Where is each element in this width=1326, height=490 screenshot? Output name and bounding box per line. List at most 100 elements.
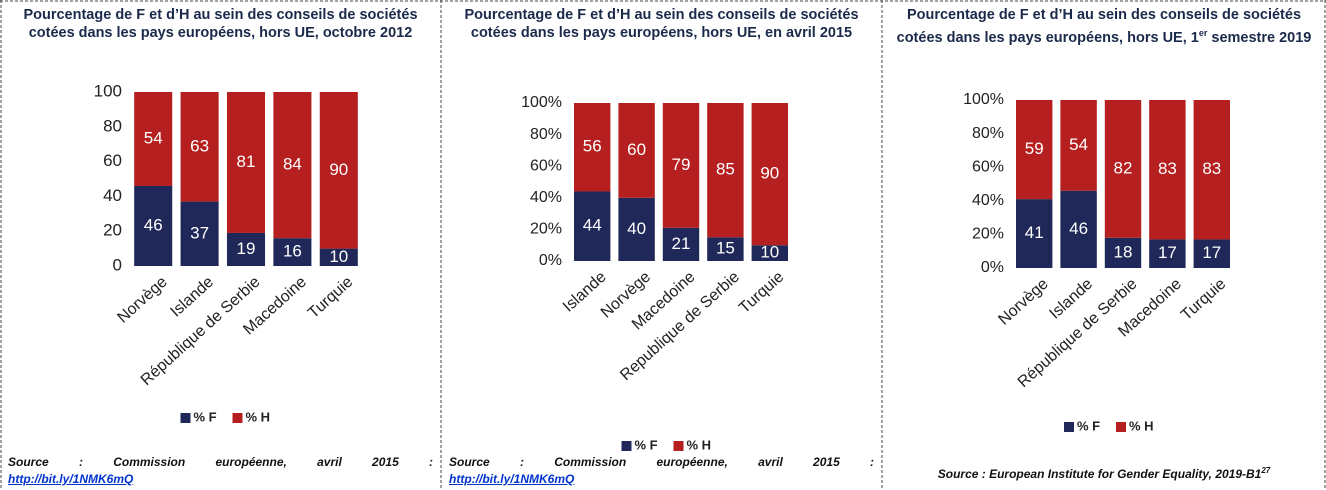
legend-swatch [232,413,243,423]
data-label: 46 [1069,219,1088,238]
source-sup: 27 [1261,466,1271,475]
y-tick-label: 60% [972,158,1004,175]
source-text: Source : Commission européenne, avril 20… [449,455,874,469]
legend-swatch [1064,422,1074,432]
chart-title: Pourcentage de F et d’H au sein des cons… [453,6,870,42]
bar-segment [662,103,700,228]
source-text: Source : Commission européenne, avril 20… [8,455,433,469]
source-link[interactable]: http://bit.ly/1NMK6mQ [8,472,134,486]
data-label: 15 [716,239,735,258]
bar-segment [618,103,655,198]
data-label: 41 [1025,223,1044,242]
data-label: 90 [760,164,779,183]
data-label: 90 [329,160,348,179]
title-part: Pourcentage de F et d’H au sein des cons… [464,7,859,41]
chart-title: Pourcentage de F et d’H au sein des cons… [12,6,429,42]
x-tick-label: Norvège [114,273,170,326]
bar-segment [1149,239,1186,268]
y-tick-label: 20% [530,221,562,238]
legend-swatch [621,441,632,451]
source: Source : European Institute for Gender E… [890,462,1318,483]
legend-swatch [1116,422,1126,432]
bar-segment [1193,100,1231,240]
legend-label: % H [1129,418,1154,433]
legend-label: % H [687,437,712,452]
data-label: 10 [329,247,348,266]
bar-segment [1015,100,1053,200]
bar-segment [751,245,789,261]
y-tick-label: 0% [539,252,562,269]
data-label: 17 [1158,243,1177,262]
y-tick-label: 100% [963,91,1004,108]
title-part: semestre 2019 [1207,29,1312,46]
bar-segment [1193,239,1231,268]
source-link[interactable]: http://bit.ly/1NMK6mQ [449,472,575,486]
bar-segment [226,232,266,266]
data-label: 81 [237,152,256,171]
source: Source : Commission européenne, avril 20… [8,454,433,488]
data-label: 60 [627,140,646,159]
y-tick-label: 80% [972,125,1004,142]
title-part: Pourcentage de F et d’H au sein des cons… [23,7,418,41]
chart-title: Pourcentage de F et d’H au sein des cons… [894,6,1314,47]
bar-segment [573,103,611,192]
x-tick-label: Norvège [995,275,1051,328]
data-label: 19 [237,239,256,258]
data-label: 18 [1114,242,1133,261]
y-tick-label: 0 [113,255,122,274]
bar-segment [226,92,266,233]
legend-label: % F [635,437,658,452]
legend-label: % H [246,409,271,424]
data-label: 59 [1025,139,1044,158]
data-label: 54 [1069,135,1088,154]
data-label: 54 [144,128,163,147]
y-tick-label: 40% [972,192,1004,209]
title-part: er [1198,28,1208,38]
bar-segment [134,92,173,186]
y-tick-label: 100 [94,81,122,100]
data-label: 46 [144,215,163,234]
data-label: 17 [1202,243,1221,262]
x-tick-label: Turquie [305,273,356,322]
y-tick-label: 60 [103,151,122,170]
source-text: Source : European Institute for Gender E… [937,467,1262,481]
data-label: 16 [283,242,302,261]
data-label: 44 [583,216,602,235]
data-label: 83 [1202,159,1221,178]
y-tick-label: 80% [530,126,562,143]
bar-segment [618,197,655,261]
y-tick-label: 20% [972,226,1004,243]
bar-segment [1104,100,1142,238]
bar-segment [1060,100,1097,191]
y-tick-label: 0% [981,259,1004,276]
legend-swatch [180,413,191,423]
bar-segment [707,237,744,261]
bar-segment [1149,100,1186,240]
legend-swatch [673,441,684,451]
bar-segment [1015,199,1053,268]
bar-segment [319,92,358,249]
bar-segment [751,103,789,246]
data-label: 21 [672,234,691,253]
bar-segment [1104,237,1142,268]
bar-segment [273,92,312,239]
data-label: 79 [672,155,691,174]
y-tick-label: 20 [103,221,122,240]
y-tick-label: 40% [530,189,562,206]
data-label: 40 [627,219,646,238]
data-label: 56 [583,137,602,156]
bar-segment [319,248,358,266]
x-tick-label: Turquie [1178,275,1229,324]
bar-segment [180,201,219,266]
x-tick-label: Turquie [736,268,787,317]
bar-segment [662,227,700,261]
data-label: 37 [190,223,209,242]
bar-segment [707,103,744,238]
y-tick-label: 40 [103,186,122,205]
y-tick-label: 60% [530,157,562,174]
y-tick-label: 100% [521,94,562,111]
data-label: 82 [1114,158,1133,177]
data-label: 83 [1158,159,1177,178]
